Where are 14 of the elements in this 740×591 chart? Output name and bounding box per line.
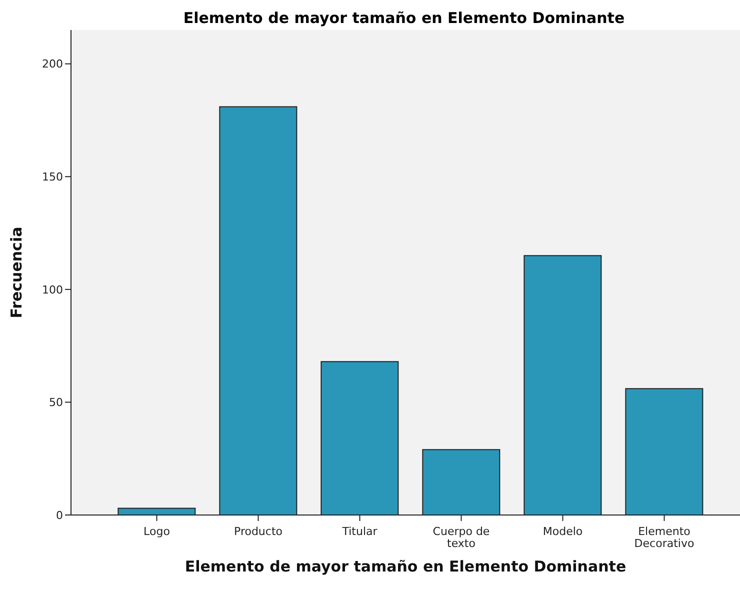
x-axis-title: Elemento de mayor tamaño en Elemento Dominante	[184, 558, 626, 576]
y-tick-label: 50	[49, 396, 63, 410]
y-axis-title: Frecuencia	[7, 226, 26, 318]
x-tick-label: Producto	[234, 525, 283, 538]
y-tick-label: 150	[42, 170, 63, 184]
y-tick-label: 200	[42, 58, 63, 71]
x-tick-label: Logo	[144, 525, 170, 538]
y-tick-label: 100	[42, 283, 63, 296]
x-tick-label: Cuerpo de texto	[432, 525, 490, 550]
x-tick-label: Titular	[341, 525, 378, 538]
y-tick-label: 0	[56, 508, 63, 522]
x-tick-label: Modelo	[542, 525, 583, 538]
x-tick-label: Elemento Decorativo	[634, 525, 694, 550]
chart-title: Elemento de mayor tamaño en Elemento Dominante	[182, 8, 626, 29]
